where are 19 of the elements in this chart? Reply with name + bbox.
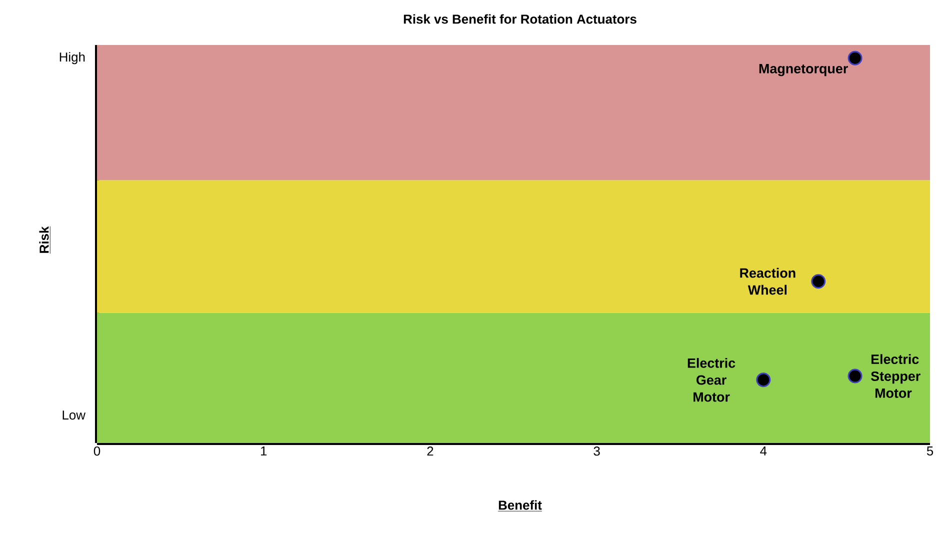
chart-title: Risk vs Benefit for Rotation Actuators bbox=[404, 14, 636, 24]
annotation: Electric Stepper Motor bbox=[870, 354, 920, 398]
x-axis-title: Benefit bbox=[498, 500, 542, 510]
annotation: Electric Gear Motor bbox=[688, 358, 736, 402]
x-tick-label: 2 bbox=[427, 446, 434, 456]
point bbox=[811, 274, 826, 289]
y-axis-title: Risk bbox=[39, 226, 49, 253]
text: High bbox=[60, 52, 85, 64]
text: Low bbox=[62, 410, 86, 420]
x-tick-label: 1 bbox=[260, 446, 267, 456]
x-tick-label: 4 bbox=[760, 446, 767, 456]
point bbox=[756, 372, 771, 388]
x-tick-label: 5 bbox=[926, 446, 934, 456]
x-tick-label: 0 bbox=[94, 446, 100, 456]
point bbox=[848, 50, 862, 66]
point bbox=[848, 368, 862, 384]
annotation: Magnetorquer bbox=[759, 64, 848, 76]
annotation: Reaction Wheel bbox=[740, 268, 796, 295]
x-tick-label: 3 bbox=[594, 446, 600, 456]
